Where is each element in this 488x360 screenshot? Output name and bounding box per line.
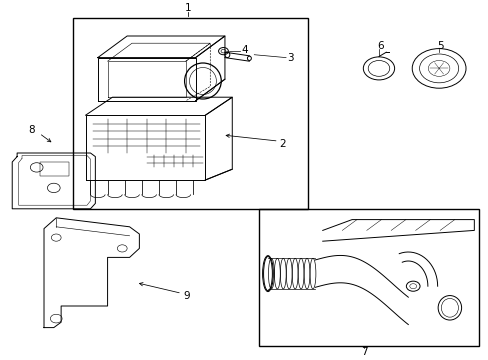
Bar: [73, 18, 307, 209]
Text: 1: 1: [184, 3, 191, 13]
Circle shape: [363, 57, 394, 80]
Text: 9: 9: [183, 291, 190, 301]
Text: 8: 8: [28, 125, 35, 135]
Text: 4: 4: [241, 45, 247, 55]
Text: 7: 7: [360, 347, 367, 357]
Ellipse shape: [184, 63, 221, 99]
Text: 5: 5: [436, 41, 443, 51]
Bar: [40, 162, 69, 176]
Bar: [259, 209, 478, 346]
Text: 6: 6: [376, 41, 383, 51]
Text: 3: 3: [287, 53, 294, 63]
Circle shape: [411, 49, 465, 88]
Text: 2: 2: [279, 139, 286, 149]
